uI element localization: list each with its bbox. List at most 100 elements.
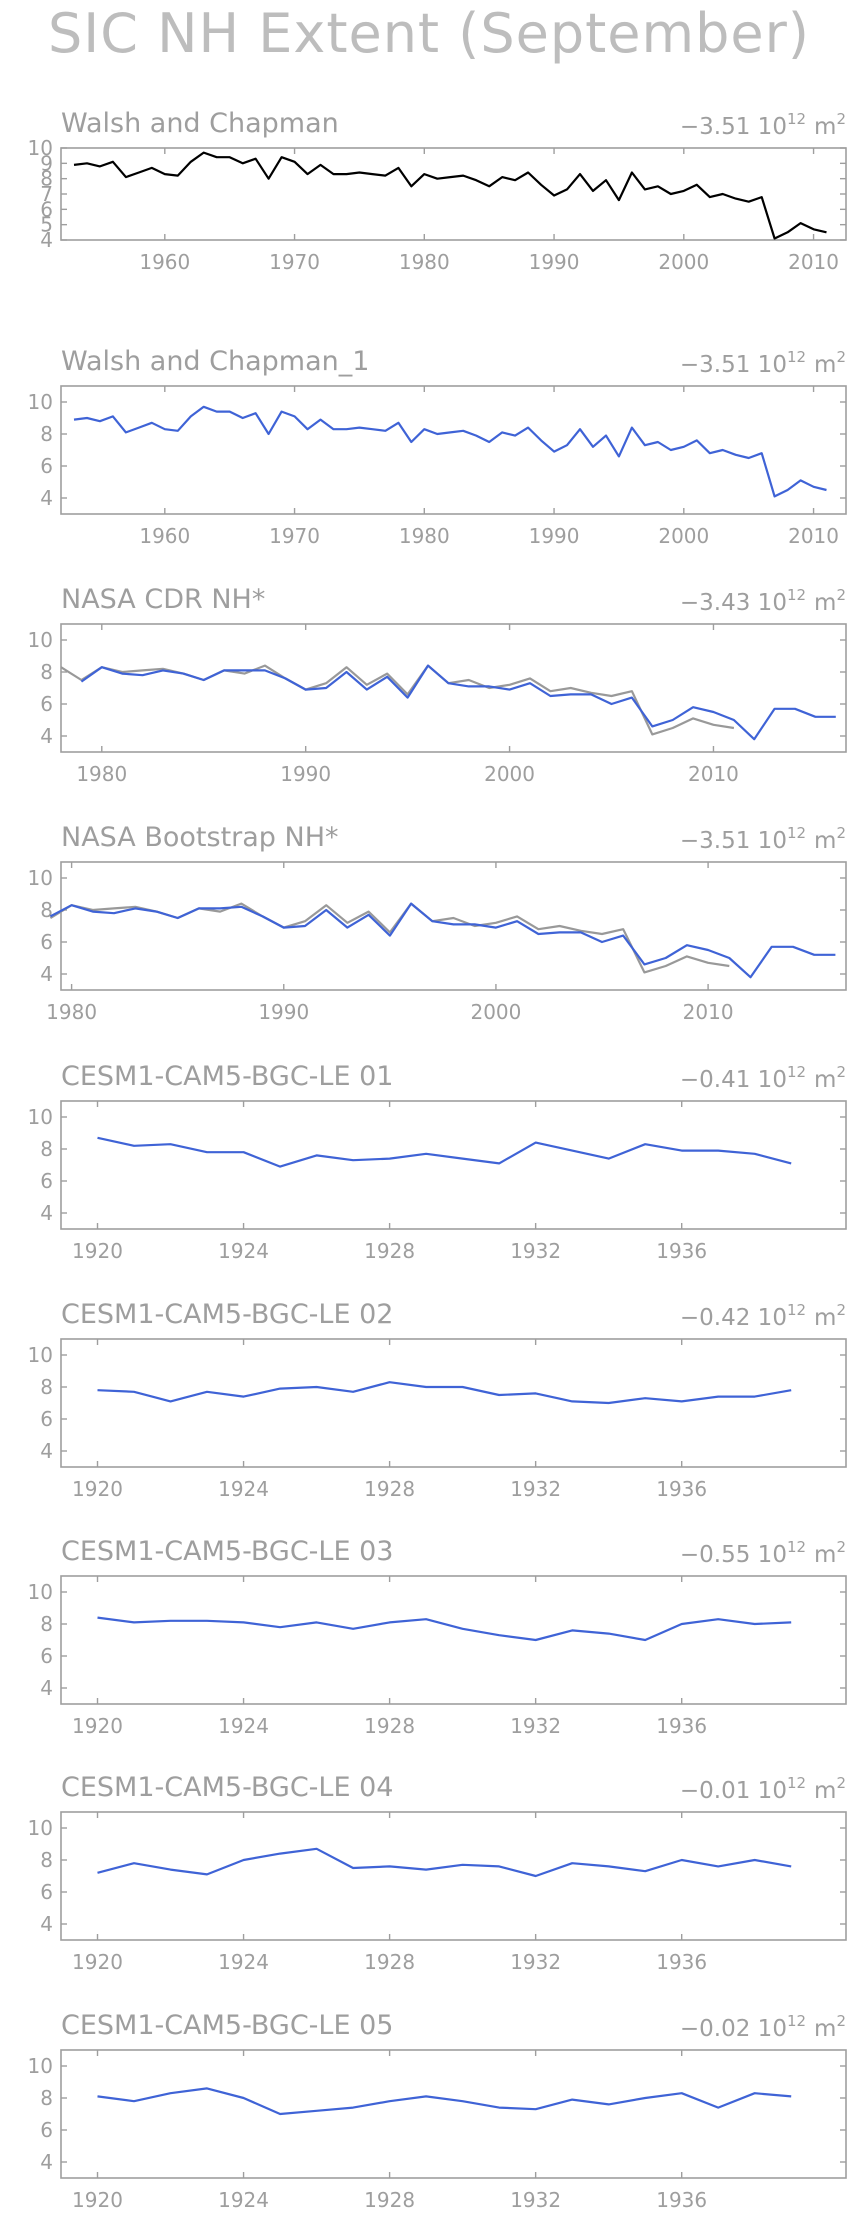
y-tick-label: 10 [28, 1580, 53, 1604]
chart-panel-6: CESM1-CAM5-BGC-LE 02 −0.42 1012 m2 1920 1924… [28, 1299, 847, 1501]
x-tick-label: 1936 [656, 2188, 707, 2212]
trend-value: −3.51 10 [680, 352, 787, 378]
trend-unit-exponent: 2 [836, 348, 846, 366]
y-tick-label: 4 [40, 2150, 53, 2174]
y-tick-label: 10 [28, 2054, 53, 2078]
x-tick-label: 2000 [484, 762, 535, 786]
trend-unit: m [814, 590, 836, 616]
x-tick-label: 1936 [656, 1950, 707, 1974]
plot-frame [60, 147, 847, 241]
page-title: SIC NH Extent (September) [48, 2, 810, 65]
y-tick-label: 6 [40, 1880, 53, 1904]
y-tick-label: 6 [40, 2118, 53, 2142]
x-tick-label: 1960 [139, 250, 190, 274]
y-tick-label: 10 [28, 628, 53, 652]
x-tick-label: 1928 [364, 1950, 415, 1974]
y-tick-label: 8 [40, 1612, 53, 1636]
trend-exponent: 12 [787, 2012, 806, 2030]
trend-value: −3.43 10 [680, 590, 787, 616]
y-tick-label: 10 [28, 390, 53, 414]
y-tick-label: 6 [40, 1169, 53, 1193]
chart-panel-9: CESM1-CAM5-BGC-LE 05 −0.02 1012 m2 1920 1924… [28, 2010, 847, 2212]
y-tick-label: 7 [40, 182, 53, 206]
x-tick-label: 2010 [683, 1000, 734, 1024]
x-tick-label: 1920 [72, 1477, 123, 1501]
series-line-blue [49, 902, 836, 979]
y-tick-label: 9 [40, 151, 53, 175]
x-tick-label: 1920 [72, 1950, 123, 1974]
trend-unit-exponent: 2 [836, 1063, 846, 1081]
trend-unit-exponent: 2 [836, 1538, 846, 1556]
plot-frame [60, 385, 847, 515]
panel-title: CESM1-CAM5-BGC-LE 03 [61, 1536, 393, 1567]
trend-label: −3.43 1012 m2 [680, 586, 846, 616]
x-tick-label: 2010 [788, 250, 839, 274]
trend-value: −0.41 10 [680, 1067, 787, 1093]
y-tick-label: 4 [40, 1676, 53, 1700]
plot-frame [60, 1811, 847, 1941]
y-tick-label: 5 [40, 213, 53, 237]
x-tick-label: 1920 [72, 1239, 123, 1263]
y-tick-label: 8 [40, 167, 53, 191]
trend-unit-exponent: 2 [836, 110, 846, 128]
y-tick-label: 10 [28, 1105, 53, 1129]
trend-value: −3.51 10 [680, 828, 787, 854]
x-tick-label: 1990 [280, 762, 331, 786]
x-tick-label: 1924 [218, 2188, 269, 2212]
trend-label: −0.55 1012 m2 [680, 1538, 846, 1568]
trend-unit-exponent: 2 [836, 1774, 846, 1792]
trend-unit-exponent: 2 [836, 1301, 846, 1319]
trend-exponent: 12 [787, 586, 806, 604]
y-tick-label: 8 [40, 898, 53, 922]
series-line-gray [49, 902, 730, 974]
x-tick-label: 1960 [139, 524, 190, 548]
x-tick-label: 1920 [72, 2188, 123, 2212]
x-tick-label: 1924 [218, 1477, 269, 1501]
x-tick-label: 1932 [510, 1477, 561, 1501]
x-tick-label: 1980 [46, 1000, 97, 1024]
trend-exponent: 12 [787, 1774, 806, 1792]
series-line-blue [97, 1616, 792, 1642]
panel-title: CESM1-CAM5-BGC-LE 05 [61, 2010, 393, 2041]
y-tick-label: 8 [40, 660, 53, 684]
series-line-blue [97, 2087, 792, 2116]
y-tick-label: 8 [40, 1375, 53, 1399]
plot-frame [60, 1338, 847, 1468]
chart-panel-5: CESM1-CAM5-BGC-LE 01 −0.41 1012 m2 1920 1924… [28, 1061, 847, 1263]
x-tick-label: 2000 [658, 250, 709, 274]
trend-label: −0.42 1012 m2 [680, 1301, 846, 1331]
plot-frame [60, 1575, 847, 1705]
trend-unit: m [814, 2016, 836, 2042]
trend-unit: m [814, 1778, 836, 1804]
trend-label: −3.51 1012 m2 [680, 348, 846, 378]
y-tick-label: 8 [40, 422, 53, 446]
trend-label: −0.02 1012 m2 [680, 2012, 846, 2042]
y-tick-label: 10 [28, 866, 53, 890]
chart-panel-2: Walsh and Chapman_1 −3.51 1012 m2 1960 1970 1… [28, 346, 847, 548]
x-tick-label: 1936 [656, 1239, 707, 1263]
series-line-blue [97, 1136, 792, 1168]
chart-panel-7: CESM1-CAM5-BGC-LE 03 −0.55 1012 m2 1920 1924… [28, 1536, 847, 1738]
y-tick-label: 10 [28, 1343, 53, 1367]
x-tick-label: 1924 [218, 1714, 269, 1738]
x-tick-label: 1936 [656, 1477, 707, 1501]
x-tick-label: 1990 [529, 524, 580, 548]
plot-frame [60, 861, 847, 991]
trend-exponent: 12 [787, 1538, 806, 1556]
trend-value: −0.02 10 [680, 2016, 787, 2042]
y-tick-label: 4 [40, 1912, 53, 1936]
x-tick-label: 1928 [364, 1239, 415, 1263]
x-tick-label: 1928 [364, 1714, 415, 1738]
trend-label: −0.41 1012 m2 [680, 1063, 846, 1093]
chart-panel-8: CESM1-CAM5-BGC-LE 04 −0.01 1012 m2 1920 1924… [28, 1772, 847, 1974]
trend-exponent: 12 [787, 110, 806, 128]
trend-unit: m [814, 352, 836, 378]
x-tick-label: 1932 [510, 1950, 561, 1974]
trend-unit: m [814, 1542, 836, 1568]
y-tick-label: 4 [40, 1439, 53, 1463]
x-tick-label: 1932 [510, 1714, 561, 1738]
y-tick-label: 4 [40, 1201, 53, 1225]
trend-exponent: 12 [787, 1063, 806, 1081]
chart-panel-1: Walsh and Chapman −3.51 1012 m2 1960 1970 198… [28, 108, 847, 274]
